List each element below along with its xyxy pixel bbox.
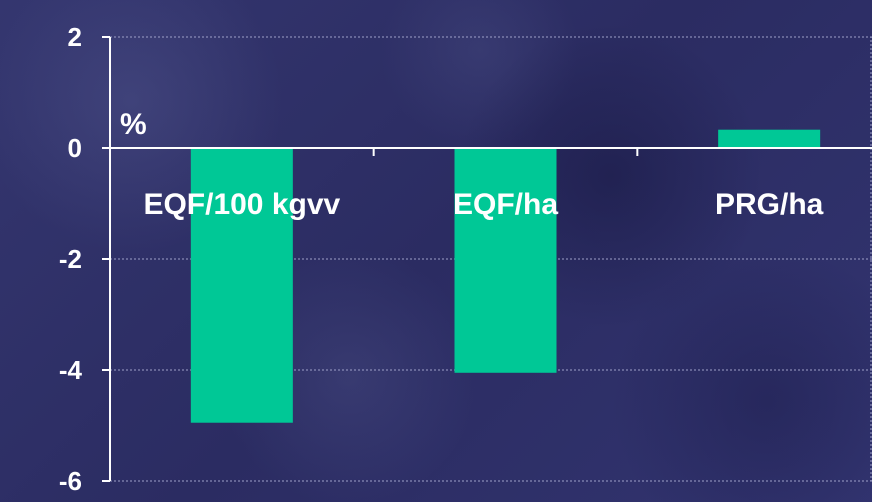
y-tick-label: 0 xyxy=(68,133,82,163)
bar xyxy=(454,148,557,373)
bar xyxy=(718,129,821,148)
y-tick-label: -2 xyxy=(59,244,82,274)
y-tick-label: -4 xyxy=(59,355,83,385)
labels: 2 0 -2 -4 -6 EQF/100 kgvv EQF/ha PRG/ha xyxy=(59,22,824,496)
y-unit-label: % xyxy=(120,108,147,141)
x-category-label: EQF/100 kgvv xyxy=(143,188,340,221)
axes xyxy=(102,36,872,482)
y-tick-label: -6 xyxy=(59,466,82,496)
y-tick-label: 2 xyxy=(68,22,82,52)
bar xyxy=(190,148,293,423)
bars xyxy=(190,129,821,423)
x-category-label: PRG/ha xyxy=(715,188,824,221)
x-category-label: EQF/ha xyxy=(453,188,558,221)
